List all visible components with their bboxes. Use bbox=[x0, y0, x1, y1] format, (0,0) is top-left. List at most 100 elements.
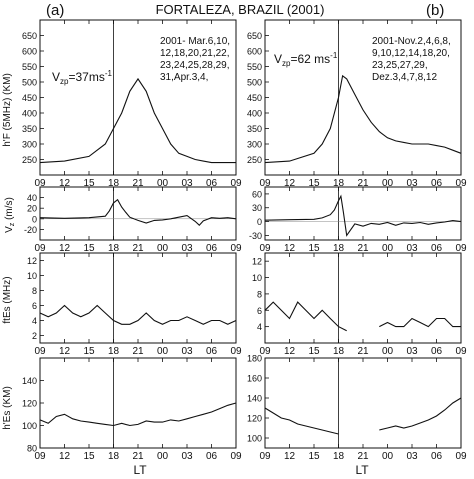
figure-title: FORTALEZA, BRAZIL (2001) bbox=[156, 2, 325, 17]
y-tick-label: -20 bbox=[24, 225, 37, 235]
panel-a-tag: (a) bbox=[46, 2, 64, 19]
x-tick-label: 00 bbox=[382, 346, 394, 357]
plot-frame bbox=[264, 186, 462, 241]
y-tick-label: 2 bbox=[32, 331, 37, 341]
x-tick-label: 09 bbox=[259, 178, 271, 189]
x-tick-label: 18 bbox=[333, 178, 345, 189]
series-line bbox=[39, 198, 237, 226]
row-label-vz: Vz (m/s) bbox=[4, 197, 16, 233]
x-tick-label: 21 bbox=[357, 346, 369, 357]
y-tick-label: 80 bbox=[27, 444, 37, 454]
series-line bbox=[264, 194, 462, 237]
y-tick-label: 6 bbox=[32, 301, 37, 311]
y-tick-label: 550 bbox=[22, 62, 37, 72]
x-tick-label: 12 bbox=[59, 243, 71, 254]
x-tick-label: 09 bbox=[455, 178, 467, 189]
x-tick-label: 15 bbox=[308, 243, 320, 254]
y-tick-label: 10 bbox=[252, 273, 262, 283]
y-tick-label: 350 bbox=[22, 124, 37, 134]
x-tick-label: 00 bbox=[157, 451, 169, 462]
x-tick-label: 15 bbox=[83, 346, 95, 357]
y-tick-label: 0 bbox=[32, 214, 37, 224]
x-tick-label: 18 bbox=[108, 451, 120, 462]
series-line bbox=[264, 397, 462, 435]
x-tick-label: 00 bbox=[382, 243, 394, 254]
y-tick-label: 400 bbox=[22, 109, 37, 119]
x-tick-label: 09 bbox=[259, 243, 271, 254]
y-tick-label: 600 bbox=[22, 47, 37, 57]
y-tick-label: -30 bbox=[249, 231, 262, 241]
x-tick-label: 06 bbox=[431, 178, 443, 189]
y-tick-label: 120 bbox=[247, 414, 262, 424]
x-tick-label: 00 bbox=[382, 451, 394, 462]
x-tick-label: 09 bbox=[230, 243, 242, 254]
plot-frame bbox=[39, 252, 237, 344]
y-tick-label: 300 bbox=[247, 140, 262, 150]
y-tick-label: 10 bbox=[27, 271, 37, 281]
y-tick-label: 450 bbox=[22, 93, 37, 103]
x-tick-label: 09 bbox=[34, 178, 46, 189]
series-line bbox=[39, 304, 237, 325]
y-tick-label: 40 bbox=[27, 193, 37, 203]
y-tick-label: 650 bbox=[22, 31, 37, 41]
y-tick-label: 300 bbox=[22, 140, 37, 150]
panel-b-vzp: Vzp=62 ms-1 bbox=[274, 51, 338, 68]
panel-b-dates: 2001-Nov.2,4,6,8, 9,10,12,14,18,20, 23,2… bbox=[372, 36, 454, 83]
x-tick-label: 09 bbox=[455, 451, 467, 462]
x-tick-label: 06 bbox=[206, 243, 218, 254]
y-tick-label: 250 bbox=[247, 155, 262, 165]
x-tick-label: 09 bbox=[259, 346, 271, 357]
y-tick-label: 350 bbox=[247, 124, 262, 134]
y-tick-label: 140 bbox=[247, 394, 262, 404]
x-tick-label: 12 bbox=[59, 178, 71, 189]
row-label-hes: h'Es (KM) bbox=[2, 386, 13, 430]
x-tick-label: 06 bbox=[206, 451, 218, 462]
x-tick-label: 18 bbox=[333, 346, 345, 357]
y-tick-label: 180 bbox=[247, 354, 262, 364]
x-tick-label: 18 bbox=[108, 243, 120, 254]
plot-panels: 09 12 15 18 21 00 03 06 092503003504004505005506… bbox=[22, 19, 467, 462]
x-tick-label: 21 bbox=[357, 451, 369, 462]
x-tick-label: 09 bbox=[230, 346, 242, 357]
x-tick-label: 03 bbox=[406, 346, 418, 357]
x-tick-label: 03 bbox=[181, 451, 193, 462]
x-tick-label: 21 bbox=[132, 178, 144, 189]
x-tick-label: 12 bbox=[284, 178, 296, 189]
y-tick-label: 60 bbox=[252, 189, 262, 199]
y-tick-label: 8 bbox=[257, 289, 262, 299]
x-tick-label: 09 bbox=[34, 451, 46, 462]
y-tick-label: 8 bbox=[32, 286, 37, 296]
y-tick-label: 20 bbox=[27, 204, 37, 214]
x-tick-label: 06 bbox=[206, 178, 218, 189]
x-tick-label: 00 bbox=[382, 178, 394, 189]
x-tick-label: 12 bbox=[284, 346, 296, 357]
x-tick-label: 00 bbox=[157, 243, 169, 254]
y-tick-label: 4 bbox=[32, 316, 37, 326]
x-tick-label: 03 bbox=[181, 178, 193, 189]
row-label-hf: h'F (5MHz) (KM) bbox=[2, 73, 13, 147]
series-line bbox=[39, 77, 236, 164]
x-tick-label: 18 bbox=[333, 243, 345, 254]
panel-a_ftes: 09 12 15 18 21 00 03 06 09 2 4 6 8 10 12 bbox=[27, 252, 242, 357]
x-tick-label: 06 bbox=[431, 451, 443, 462]
x-tick-label: 21 bbox=[357, 243, 369, 254]
x-tick-label: 09 bbox=[34, 346, 46, 357]
x-tick-label: 15 bbox=[308, 346, 320, 357]
x-tick-label: 06 bbox=[431, 243, 443, 254]
x-tick-label: 03 bbox=[406, 243, 418, 254]
x-tick-label: 15 bbox=[308, 451, 320, 462]
panel-b-tag: (b) bbox=[426, 2, 444, 19]
x-tick-label: 12 bbox=[284, 451, 296, 462]
panel-b_hf: 09 12 15 18 21 00 03 06 09 250 300 350 400 450 500 550 6… bbox=[247, 19, 467, 189]
plot-frame bbox=[39, 186, 237, 241]
x-tick-label: 21 bbox=[357, 178, 369, 189]
y-tick-label: 160 bbox=[247, 374, 262, 384]
x-tick-label: 18 bbox=[108, 178, 120, 189]
x-tick-label: 12 bbox=[59, 346, 71, 357]
row-label-ftes: ftEs (MHz) bbox=[2, 276, 13, 323]
x-tick-label: 21 bbox=[132, 243, 144, 254]
plot-frame bbox=[264, 252, 462, 344]
x-tick-label: 12 bbox=[59, 451, 71, 462]
